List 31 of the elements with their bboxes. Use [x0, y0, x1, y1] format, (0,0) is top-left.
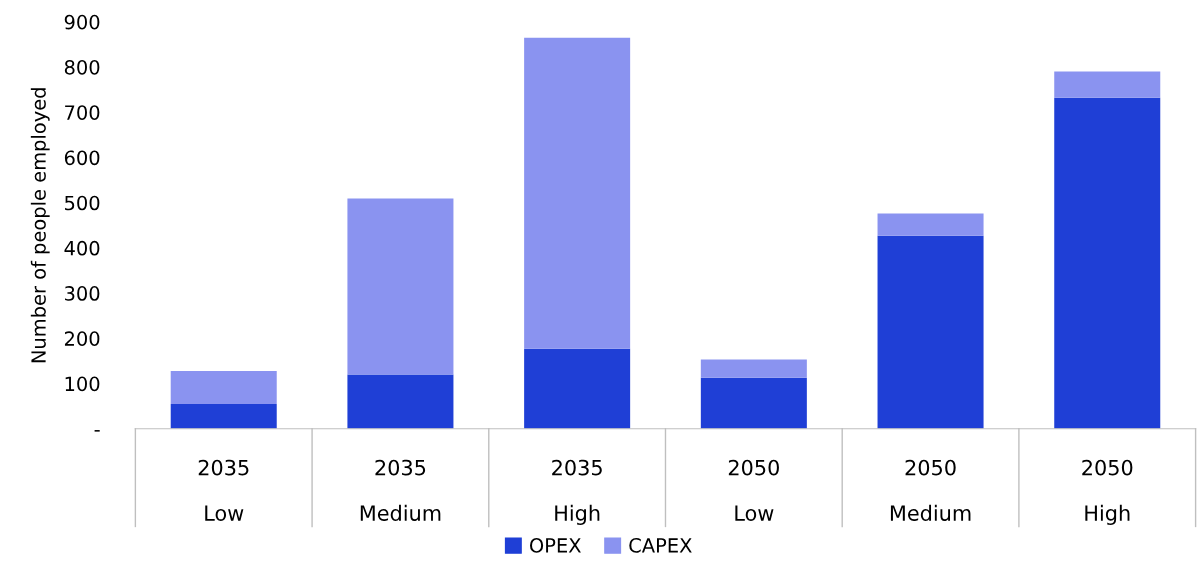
bar	[700, 359, 807, 378]
y-tick-label: 300	[65, 286, 100, 301]
y-tick-label: 500	[65, 195, 100, 211]
y-tick-label: 800	[64, 59, 100, 75]
bar	[170, 403, 277, 429]
bar	[877, 213, 984, 236]
bar	[1054, 71, 1161, 98]
bar	[170, 370, 277, 404]
bar	[877, 235, 984, 429]
y-axis-title: Number of people employed	[30, 88, 50, 363]
bar	[524, 37, 631, 349]
bar	[700, 377, 807, 429]
category-label: 2035 Medium	[360, 459, 441, 521]
legend-label: OPEX	[530, 538, 581, 553]
y-tick-label: 700	[65, 105, 100, 120]
y-tick-label: 900	[64, 14, 100, 30]
y-tick-label: 400	[64, 240, 100, 256]
bar	[347, 198, 454, 375]
y-tick-label: 100	[65, 376, 100, 392]
bar	[524, 348, 631, 429]
bar	[1054, 97, 1161, 429]
y-tick-label: -	[94, 430, 100, 432]
y-tick-label: 200	[64, 331, 100, 346]
category-label: 2050 Medium	[890, 459, 971, 521]
legend-label: CAPEX	[629, 538, 692, 553]
category-label: 2035 High	[552, 459, 602, 525]
category-label: 2050 Low	[728, 459, 779, 521]
category-label: 2035 Low	[198, 459, 249, 521]
bar	[347, 374, 454, 429]
category-label: 2050 High	[1082, 459, 1133, 525]
y-tick-label: 600	[64, 150, 100, 166]
